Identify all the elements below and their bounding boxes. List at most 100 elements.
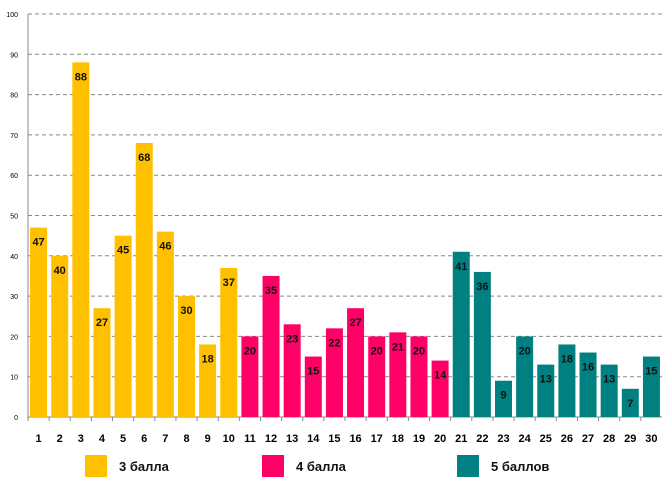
y-tick-label: 80 <box>10 93 18 100</box>
x-tick-label: 6 <box>141 433 147 445</box>
data-label: 20 <box>371 345 383 357</box>
data-label: 30 <box>180 305 192 317</box>
data-label: 40 <box>54 265 66 277</box>
legend-item-5: 5 баллов <box>457 455 549 477</box>
y-tick-label: 60 <box>10 173 18 180</box>
data-label: 18 <box>561 353 573 365</box>
x-tick-label: 1 <box>36 433 42 445</box>
x-tick-label: 28 <box>603 433 615 445</box>
y-tick-label: 0 <box>14 415 18 422</box>
data-label: 27 <box>349 317 361 329</box>
bar <box>558 344 576 417</box>
x-tick-label: 7 <box>162 433 168 445</box>
data-label: 36 <box>476 281 488 293</box>
data-label: 7 <box>627 398 633 410</box>
x-tick-label: 12 <box>265 433 277 445</box>
bar <box>283 324 301 417</box>
legend-label: 3 балла <box>119 458 169 474</box>
data-label: 27 <box>96 317 108 329</box>
data-label: 21 <box>392 341 404 353</box>
bar <box>389 332 407 417</box>
data-label: 88 <box>75 71 87 83</box>
x-tick-label: 29 <box>624 433 636 445</box>
x-tick-label: 25 <box>540 433 552 445</box>
bar <box>93 308 111 417</box>
x-tick-label: 23 <box>497 433 509 445</box>
data-label: 14 <box>434 370 447 382</box>
legend-item-4: 4 балла <box>262 455 346 477</box>
data-label: 35 <box>265 285 277 297</box>
x-tick-label: 16 <box>349 433 361 445</box>
x-tick-label: 14 <box>307 433 320 445</box>
bar <box>72 62 90 418</box>
data-label: 37 <box>223 277 235 289</box>
x-tick-label: 15 <box>328 433 340 445</box>
x-tick-label: 10 <box>223 433 235 445</box>
bar <box>325 328 343 417</box>
x-tick-label: 24 <box>519 433 532 445</box>
data-label: 41 <box>455 261 467 273</box>
bar <box>241 336 259 417</box>
bar <box>579 352 597 417</box>
x-tick-label: 21 <box>455 433 467 445</box>
legend-swatch <box>85 455 107 477</box>
legend-label: 5 баллов <box>491 458 550 474</box>
bar <box>368 336 386 417</box>
data-label: 18 <box>202 353 214 365</box>
bar <box>135 142 153 417</box>
y-tick-label: 50 <box>10 214 18 221</box>
data-label: 20 <box>244 345 256 357</box>
bar <box>600 364 618 417</box>
bar <box>178 296 195 417</box>
x-tick-label: 13 <box>286 433 298 445</box>
data-label: 47 <box>32 237 44 249</box>
x-tick-label: 9 <box>205 433 211 445</box>
x-tick-label: 18 <box>392 433 404 445</box>
bar <box>262 275 280 417</box>
data-label: 15 <box>645 366 657 378</box>
y-tick-label: 90 <box>10 52 18 59</box>
bar <box>452 251 470 417</box>
x-tick-label: 26 <box>561 433 573 445</box>
y-tick-label: 40 <box>10 254 18 261</box>
bar <box>304 356 322 417</box>
x-tick-label: 22 <box>476 433 488 445</box>
x-tick-label: 5 <box>120 433 126 445</box>
data-label: 13 <box>603 374 615 386</box>
data-label: 15 <box>307 366 319 378</box>
bar <box>473 271 491 417</box>
x-tick-label: 20 <box>434 433 446 445</box>
data-label: 46 <box>159 241 171 253</box>
bar <box>220 267 238 417</box>
x-tick-label: 3 <box>78 433 84 445</box>
x-tick-label: 19 <box>413 433 425 445</box>
data-label: 23 <box>286 333 298 345</box>
bar <box>495 380 512 417</box>
legend-label: 4 балла <box>296 458 346 474</box>
y-tick-label: 10 <box>10 375 18 382</box>
data-label: 45 <box>117 245 129 257</box>
legend-swatch <box>262 455 284 477</box>
bar <box>516 336 534 417</box>
x-tick-label: 17 <box>371 433 383 445</box>
bar <box>642 356 660 417</box>
bar <box>51 255 69 417</box>
y-tick-label: 30 <box>10 294 18 301</box>
data-label: 16 <box>582 362 594 374</box>
bar <box>410 336 428 417</box>
data-label: 22 <box>328 337 340 349</box>
x-tick-label: 11 <box>244 433 256 445</box>
data-label: 20 <box>413 345 425 357</box>
bar <box>621 388 639 417</box>
bar <box>537 364 555 417</box>
x-tick-label: 4 <box>99 433 106 445</box>
bar <box>156 231 174 417</box>
x-tick-label: 27 <box>582 433 594 445</box>
y-tick-label: 20 <box>10 334 18 341</box>
bar <box>431 360 449 417</box>
legend-swatch <box>457 455 479 477</box>
bar <box>199 344 217 417</box>
bar <box>30 227 48 417</box>
